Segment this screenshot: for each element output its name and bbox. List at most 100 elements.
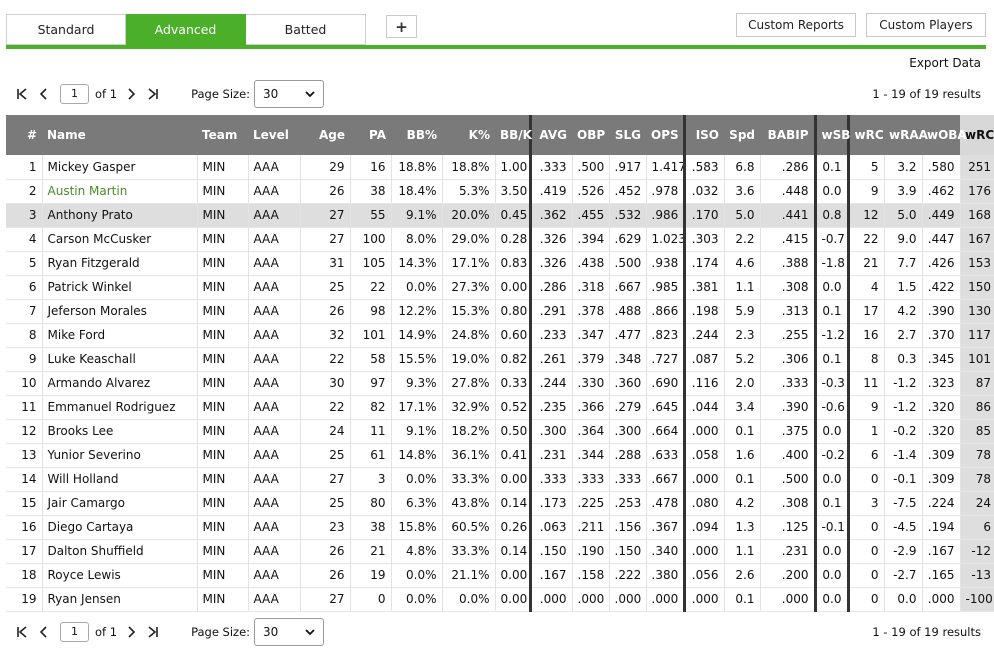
column-header-obp[interactable]: OBP: [572, 115, 609, 155]
column-header-wrc-plus[interactable]: wRC+: [960, 115, 994, 155]
prev-page-icon[interactable]: [36, 624, 52, 640]
page-number-input[interactable]: 1: [60, 84, 89, 104]
column-header-wsb[interactable]: wSB: [813, 115, 850, 155]
tab-standard[interactable]: Standard: [6, 14, 126, 45]
table-row[interactable]: 9 Luke Keaschall MIN AAA 22 58 15.5% 19.0% 0.82.…: [6, 347, 994, 372]
prev-page-icon[interactable]: [36, 86, 52, 102]
table-row[interactable]: 10 Armando Alvarez MIN AAA 30 97 9.3% 27.8% 0.33…: [6, 371, 994, 396]
column-header-level[interactable]: Level: [248, 115, 300, 155]
export-data-link[interactable]: Export Data: [909, 56, 981, 70]
cell-name[interactable]: Yunior Severino: [41, 443, 197, 468]
column-header-k-pct[interactable]: K%: [442, 115, 495, 155]
table-row[interactable]: 6 Patrick Winkel MIN AAA 25 22 0.0% 27.3% 0.00.2…: [6, 275, 994, 300]
cell-k-pct: 18.8%: [441, 155, 495, 180]
cell-k-pct: 18.2%: [441, 419, 495, 444]
table-row[interactable]: 4 Carson McCusker MIN AAA 27 100 8.0% 29.0% 0.28…: [6, 227, 994, 252]
cell-k-pct: 32.9%: [441, 395, 495, 420]
cell-name[interactable]: Dalton Shuffield: [41, 539, 197, 564]
column-header-bb-k[interactable]: BB/K: [495, 115, 532, 155]
cell-bb-k: 0.28: [494, 227, 530, 252]
page-size-select[interactable]: 30: [254, 618, 325, 646]
column-header-age[interactable]: Age: [300, 115, 350, 155]
tab-advanced[interactable]: Advanced: [126, 14, 246, 45]
cell-name[interactable]: Diego Cartaya: [41, 515, 197, 540]
next-page-icon[interactable]: [123, 624, 139, 640]
cell-name[interactable]: Ryan Fitzgerald: [41, 251, 197, 276]
cell-name[interactable]: Emmanuel Rodriguez: [41, 395, 197, 420]
first-page-icon[interactable]: [14, 86, 30, 102]
cell-avg: .233: [528, 323, 572, 348]
cell-name[interactable]: Carson McCusker: [41, 227, 197, 252]
cell-name[interactable]: Luke Keaschall: [41, 347, 197, 372]
tab-underline: [6, 45, 986, 49]
table-row[interactable]: 18 Royce Lewis MIN AAA 26 19 0.0% 21.1% 0.00.167…: [6, 563, 994, 588]
table-row[interactable]: 13 Yunior Severino MIN AAA 25 61 14.8% 36.1% 0.4…: [6, 443, 994, 468]
cell-wrc-plus: 153: [959, 251, 994, 276]
cell-name[interactable]: Patrick Winkel: [41, 275, 197, 300]
cell-name[interactable]: Mike Ford: [41, 323, 197, 348]
column-header-name[interactable]: Name: [42, 115, 197, 155]
table-row[interactable]: 14 Will Holland MIN AAA 27 3 0.0% 33.3% 0.00.333…: [6, 467, 994, 492]
cell-name[interactable]: Mickey Gasper: [41, 155, 197, 180]
column-header-babip[interactable]: BABIP: [760, 115, 815, 155]
last-page-icon[interactable]: [145, 624, 161, 640]
cell-rank: 19: [6, 587, 42, 612]
table-row[interactable]: 1 Mickey Gasper MIN AAA 29 16 18.8% 18.8% 1.00.3…: [6, 155, 994, 180]
column-header-rank[interactable]: #: [6, 115, 42, 155]
table-row[interactable]: 3 Anthony Prato MIN AAA 27 55 9.1% 20.0% 0.45.36…: [6, 203, 994, 228]
table-row[interactable]: 16 Diego Cartaya MIN AAA 23 38 15.8% 60.5% 0.26.…: [6, 515, 994, 540]
custom-reports-button[interactable]: Custom Reports: [736, 13, 856, 37]
column-header-pa[interactable]: PA: [350, 115, 391, 155]
last-page-icon[interactable]: [145, 86, 161, 102]
cell-name[interactable]: Jair Camargo: [41, 491, 197, 516]
column-header-iso[interactable]: ISO: [682, 115, 724, 155]
column-header-slg[interactable]: SLG: [609, 115, 646, 155]
cell-name[interactable]: Anthony Prato: [41, 203, 197, 228]
table-row[interactable]: 15 Jair Camargo MIN AAA 25 80 6.3% 43.8% 0.14.17…: [6, 491, 994, 516]
cell-name[interactable]: Jeferson Morales: [41, 299, 197, 324]
custom-players-button[interactable]: Custom Players: [866, 13, 986, 37]
cell-wrc-plus: 168: [959, 203, 994, 228]
cell-wraa: 9.0: [883, 227, 922, 252]
cell-name[interactable]: Ryan Jensen: [41, 587, 197, 612]
cell-name[interactable]: Brooks Lee: [41, 419, 197, 444]
cell-level: AAA: [247, 323, 300, 348]
cell-k-pct: 36.1%: [441, 443, 495, 468]
column-header-bb-pct[interactable]: BB%: [391, 115, 442, 155]
cell-name[interactable]: Armando Alvarez: [41, 371, 197, 396]
table-row[interactable]: 8 Mike Ford MIN AAA 32 101 14.9% 24.8% 0.60.233.…: [6, 323, 994, 348]
table-row[interactable]: 19 Ryan Jensen MIN AAA 27 0 0.0% 0.0% 0.00.000.0…: [6, 587, 994, 612]
page-number-input[interactable]: 1: [60, 622, 89, 642]
cell-pa: 0: [349, 587, 391, 612]
table-row[interactable]: 5 Ryan Fitzgerald MIN AAA 31 105 14.3% 17.1% 0.8…: [6, 251, 994, 276]
table-row[interactable]: 2 Austin Martin MIN AAA 26 38 18.4% 5.3% 3.50.41…: [6, 179, 994, 204]
add-tab-button[interactable]: +: [386, 15, 417, 38]
table-row[interactable]: 17 Dalton Shuffield MIN AAA 26 21 4.8% 33.3% 0.1…: [6, 539, 994, 564]
page-size-label: Page Size:: [191, 87, 251, 101]
column-header-wraa[interactable]: wRAA: [884, 115, 928, 155]
first-page-icon[interactable]: [14, 624, 30, 640]
cell-slg: .532: [608, 203, 646, 228]
next-page-icon[interactable]: [123, 86, 139, 102]
table-row[interactable]: 7 Jeferson Morales MIN AAA 26 98 12.2% 15.3% 0.8…: [6, 299, 994, 324]
chevron-down-icon: [305, 91, 315, 98]
cell-name[interactable]: Will Holland: [41, 467, 197, 492]
cell-slg: .488: [608, 299, 646, 324]
cell-team: MIN: [196, 515, 248, 540]
table-row[interactable]: 11 Emmanuel Rodriguez MIN AAA 22 82 17.1% 32.9%…: [6, 395, 994, 420]
column-header-spd[interactable]: Spd: [724, 115, 760, 155]
column-header-team[interactable]: Team: [197, 115, 248, 155]
cell-wraa: 3.9: [883, 179, 922, 204]
cell-babip: .308: [759, 275, 815, 300]
cell-name[interactable]: Royce Lewis: [41, 563, 197, 588]
column-header-ops[interactable]: OPS: [646, 115, 684, 155]
column-header-woba[interactable]: wOBA: [922, 115, 967, 155]
cell-slg: .222: [608, 563, 646, 588]
table-row[interactable]: 12 Brooks Lee MIN AAA 24 11 9.1% 18.2% 0.50.300.…: [6, 419, 994, 444]
cell-name[interactable]: Austin Martin: [41, 179, 197, 204]
column-header-wrc[interactable]: wRC: [846, 115, 884, 155]
column-header-avg[interactable]: AVG: [528, 115, 572, 155]
cell-level: AAA: [247, 371, 300, 396]
tab-batted[interactable]: Batted: [246, 14, 366, 45]
page-size-select[interactable]: 30: [254, 80, 325, 108]
